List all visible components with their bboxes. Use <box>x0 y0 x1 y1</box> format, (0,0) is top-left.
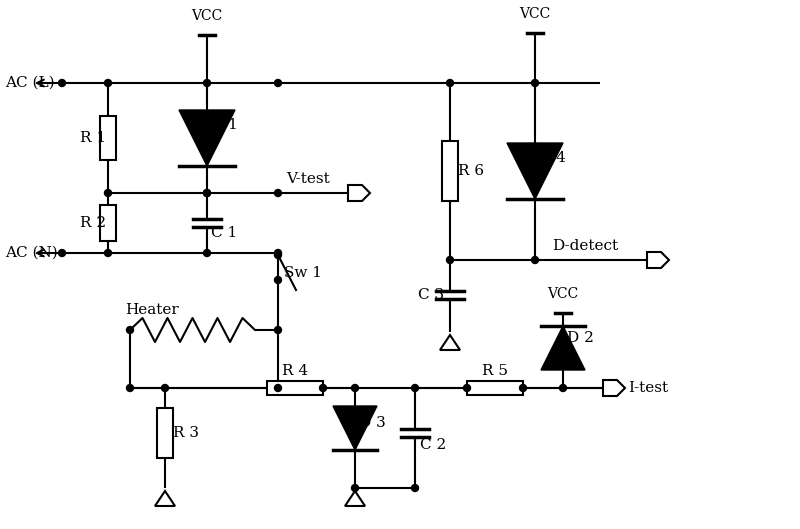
Text: C 3: C 3 <box>418 288 444 302</box>
Bar <box>100 116 116 160</box>
Polygon shape <box>440 335 460 350</box>
Bar <box>267 381 323 395</box>
Circle shape <box>105 79 111 87</box>
Circle shape <box>351 385 358 391</box>
Bar <box>100 205 116 241</box>
Circle shape <box>411 485 418 491</box>
Text: V-test: V-test <box>286 172 330 186</box>
Circle shape <box>351 485 358 491</box>
Text: VCC: VCC <box>519 7 550 21</box>
Text: C 2: C 2 <box>420 438 446 452</box>
Circle shape <box>203 189 210 196</box>
Circle shape <box>519 385 526 391</box>
Circle shape <box>58 79 66 87</box>
Circle shape <box>162 385 169 391</box>
Text: D 4: D 4 <box>539 151 566 165</box>
Text: AC (L): AC (L) <box>5 76 54 90</box>
Polygon shape <box>348 185 370 201</box>
Polygon shape <box>155 491 175 506</box>
Text: D 1: D 1 <box>211 118 238 132</box>
Text: R 4: R 4 <box>282 364 308 378</box>
Circle shape <box>203 79 210 87</box>
Circle shape <box>446 79 454 87</box>
Text: R 1: R 1 <box>80 131 106 145</box>
Polygon shape <box>333 406 377 450</box>
Polygon shape <box>603 380 625 396</box>
Circle shape <box>274 189 282 196</box>
Circle shape <box>105 250 111 257</box>
Text: VCC: VCC <box>191 9 222 23</box>
Text: R 5: R 5 <box>482 364 508 378</box>
Circle shape <box>58 250 66 257</box>
Circle shape <box>531 79 538 87</box>
Polygon shape <box>179 110 235 166</box>
Circle shape <box>274 326 282 333</box>
Circle shape <box>274 277 282 284</box>
Bar <box>467 381 523 395</box>
Text: Heater: Heater <box>125 303 178 317</box>
Circle shape <box>446 257 454 263</box>
Text: VCC: VCC <box>547 287 578 301</box>
Circle shape <box>203 250 210 257</box>
Text: I-test: I-test <box>628 381 668 395</box>
Circle shape <box>531 257 538 263</box>
Text: Sw 1: Sw 1 <box>284 266 322 280</box>
Circle shape <box>274 79 282 87</box>
Text: AC (N): AC (N) <box>5 246 58 260</box>
Polygon shape <box>345 491 365 506</box>
Polygon shape <box>541 326 585 370</box>
Bar <box>442 141 458 201</box>
Text: D 2: D 2 <box>567 331 594 345</box>
Circle shape <box>126 385 134 391</box>
Polygon shape <box>647 252 669 268</box>
Circle shape <box>126 326 134 333</box>
Polygon shape <box>507 143 563 199</box>
Circle shape <box>463 385 470 391</box>
Text: D-detect: D-detect <box>552 239 618 253</box>
Circle shape <box>411 385 418 391</box>
Circle shape <box>274 250 282 257</box>
Circle shape <box>274 385 282 391</box>
Circle shape <box>559 385 566 391</box>
Text: C 1: C 1 <box>211 226 238 240</box>
Circle shape <box>274 251 282 259</box>
Circle shape <box>319 385 326 391</box>
Bar <box>157 408 173 458</box>
Text: R 2: R 2 <box>80 216 106 230</box>
Text: R 6: R 6 <box>458 164 484 178</box>
Text: R 3: R 3 <box>173 426 199 440</box>
Circle shape <box>105 189 111 196</box>
Circle shape <box>203 189 210 196</box>
Text: D 3: D 3 <box>359 416 386 430</box>
